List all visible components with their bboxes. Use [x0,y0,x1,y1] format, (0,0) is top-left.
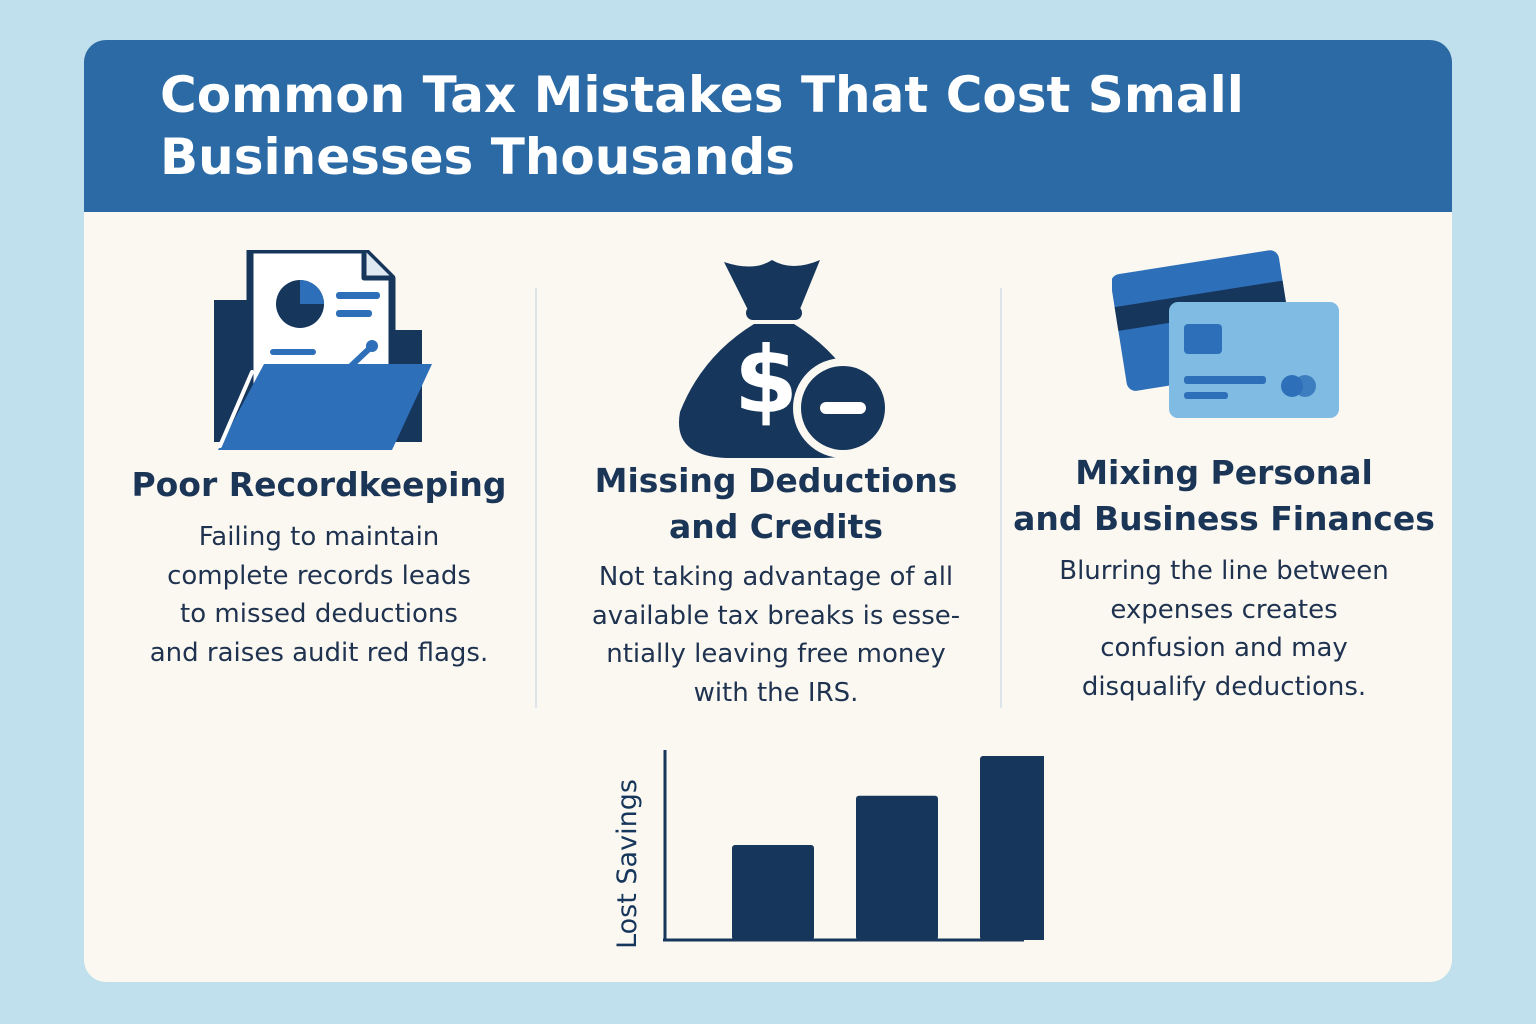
column-divider [535,288,537,708]
section-description: Failing to maintain complete records lea… [124,518,514,672]
bar [732,845,814,940]
description-line: to missed deductions [180,599,458,629]
lost-savings-chart: Lost Savings [612,750,1044,949]
description-line: ntially leaving free money [606,639,946,669]
credit-cards-icon [1112,250,1339,418]
description-line: with the IRS. [693,677,859,708]
heading-line: Missing Deductions [594,461,958,500]
description-line: Blurring the line between [1059,556,1389,586]
y-axis-label: Lost Savings [612,779,643,949]
section-heading: Mixing Personal and Business Finances [1012,450,1436,542]
heading-line: and Business Finances [1013,499,1435,538]
description-line: confusion and may [1100,633,1348,663]
page-title: Common Tax Mistakes That Cost Small Busi… [160,66,1244,186]
description-line: available tax breaks is esse- [591,600,961,631]
description-line: complete records leads [167,560,471,591]
bars-group [732,756,1044,940]
column-divider [1000,288,1002,708]
section-heading: Missing Deductions and Credits [556,458,996,550]
infographic-card: Common Tax Mistakes That Cost Small Busi… [84,40,1452,982]
heading-line: and Credits [668,507,884,546]
description-line: Failing to maintain [198,522,440,552]
section-description: Blurring the line between expenses creat… [1012,552,1436,706]
svg-text:$: $ [734,327,798,434]
description-line: disqualify deductions. [1081,671,1367,702]
bar [856,795,938,940]
section-heading: Poor Recordkeeping [131,465,507,504]
description-line: and raises audit red flags. [149,637,489,668]
title-banner: Common Tax Mistakes That Cost Small Busi… [84,40,1452,212]
heading-line: Mixing Personal [1075,453,1373,492]
document-folder-icon [214,250,432,450]
description-line: expenses creates [1110,594,1338,625]
section-description: Not taking advantage of all available ta… [556,558,996,712]
description-line: Not taking advantage of all [598,562,954,592]
money-bag-minus-icon: $ [678,260,893,458]
bar [980,756,1044,940]
